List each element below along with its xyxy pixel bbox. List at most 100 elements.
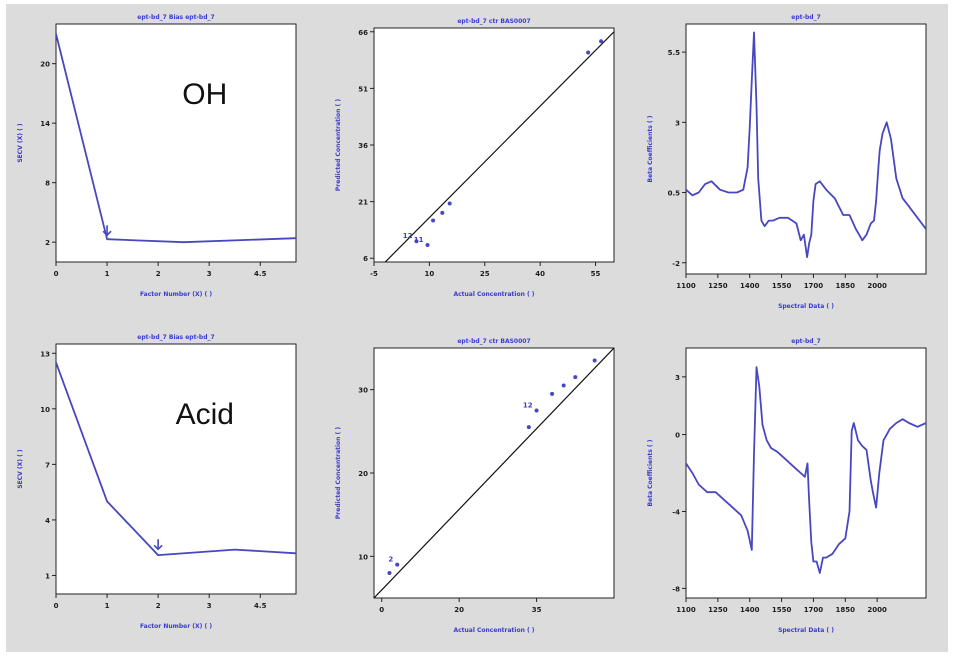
- series-line: [56, 33, 296, 244]
- data-point: [586, 50, 591, 55]
- chart-acid-rmsecv: ept-bd_7 Bias ept-bd_7 Factor Number (X) …: [17, 334, 297, 630]
- series-line: [686, 31, 926, 258]
- x-tick-label: 1400: [740, 282, 760, 290]
- y-tick-label: 13: [40, 350, 50, 358]
- x-axis-label: Factor Number (X) ( ): [140, 291, 212, 298]
- y-tick-label: 7: [45, 461, 50, 469]
- data-point: [526, 425, 531, 430]
- regression-line: [384, 31, 614, 262]
- chart-title: ept-bd_7 ctr BAS0007: [457, 338, 530, 345]
- point-label: 12: [523, 402, 533, 410]
- point-label: 11: [414, 236, 424, 244]
- y-tick-label: 8: [45, 180, 50, 188]
- x-tick-label: 40: [535, 270, 545, 278]
- x-axis-label: Spectral Data ( ): [778, 303, 834, 310]
- x-tick-label: 10: [425, 270, 435, 278]
- y-axis-label: SECV (X) ( ): [17, 449, 24, 489]
- x-tick-label: 4.5: [254, 602, 267, 610]
- y-tick-label: 20: [40, 61, 50, 69]
- x-tick-label: 20: [454, 606, 464, 614]
- y-tick-label: 2: [45, 239, 50, 247]
- chart-oh-rmsecv: ept-bd_7 Bias ept-bd_7 Factor Number (X) …: [17, 14, 297, 298]
- y-axis-label: Predicted Concentration ( ): [335, 427, 342, 519]
- plot-area: [685, 23, 927, 275]
- y-tick-label: -4: [672, 508, 680, 516]
- y-tick-label: 0: [675, 432, 680, 440]
- data-point: [387, 571, 392, 575]
- data-point: [431, 218, 436, 223]
- data-layer: 2 12: [374, 348, 614, 598]
- x-axis-label: Actual Concentration ( ): [453, 291, 534, 298]
- x-axis-label: Actual Concentration ( ): [453, 627, 534, 634]
- data-layer: [56, 33, 296, 244]
- x-tick-label: 1100: [676, 282, 696, 290]
- selected-factor-arrow: [153, 539, 163, 551]
- x-tick-label: 35: [532, 606, 542, 614]
- x-tick-label: 4.5: [254, 270, 267, 278]
- x-tick-label: 1: [105, 270, 110, 278]
- plot-area: [55, 343, 297, 595]
- x-tick-label: 1850: [836, 282, 856, 290]
- x-tick-label: 1700: [804, 606, 824, 614]
- chart-title: ept-bd_7: [791, 338, 821, 345]
- y-axis-label: Predicted Concentration ( ): [335, 99, 342, 191]
- y-axis-label: Beta Coefficients ( ): [647, 115, 654, 182]
- x-tick-label: 3: [207, 270, 212, 278]
- x-tick-label: 1250: [708, 282, 728, 290]
- y-tick-label: 66: [358, 29, 368, 37]
- figure-panel: ept-bd_7 Bias ept-bd_7 Factor Number (X) …: [6, 4, 948, 652]
- plot-area: [55, 23, 297, 263]
- regression-line: [374, 348, 614, 598]
- x-tick-label: 1550: [772, 606, 792, 614]
- y-tick-label: 20: [358, 470, 368, 478]
- y-axis-label: Beta Coefficients ( ): [647, 439, 654, 506]
- series-line: [56, 362, 296, 556]
- chart-acid-pred: ept-bd_7 ctr BAS0007 Actual Concentration…: [335, 338, 615, 634]
- y-tick-label: 4: [45, 517, 50, 525]
- point-label: 12: [403, 232, 413, 240]
- y-tick-label: 10: [358, 553, 368, 561]
- x-tick-label: 1400: [740, 606, 760, 614]
- data-point: [550, 391, 555, 396]
- data-point: [414, 239, 419, 244]
- series-line: [686, 366, 926, 574]
- panel-annotation: Acid: [176, 398, 234, 431]
- x-tick-label: 0: [379, 606, 384, 614]
- data-point: [561, 383, 566, 388]
- point-label: 2: [388, 556, 393, 564]
- chart-acid-reg: ept-bd_7 Spectral Data ( ) Beta Coefficien…: [647, 338, 927, 634]
- x-tick-label: 2: [156, 602, 161, 610]
- y-tick-label: 36: [358, 142, 368, 150]
- chart-title: ept-bd_7 ctr BAS0007: [457, 18, 530, 25]
- data-point: [447, 201, 452, 206]
- chart-oh-pred: ept-bd_7 ctr BAS0007 Actual Concentration…: [335, 18, 615, 298]
- x-tick-label: 0: [54, 270, 59, 278]
- chart-title: ept-bd_7 Bias ept-bd_7: [137, 14, 214, 21]
- data-point: [395, 562, 400, 567]
- data-layer: [686, 31, 926, 258]
- chart-oh-reg: ept-bd_7 Spectral Data ( ) Beta Coefficien…: [647, 14, 927, 310]
- x-tick-label: 1100: [676, 606, 696, 614]
- y-tick-label: -2: [672, 260, 680, 268]
- x-tick-label: 2000: [867, 282, 887, 290]
- x-tick-label: 0: [54, 602, 59, 610]
- x-tick-label: 55: [591, 270, 601, 278]
- selected-factor-arrow: [102, 225, 112, 237]
- data-point: [534, 408, 539, 413]
- x-axis-label: Spectral Data ( ): [778, 627, 834, 634]
- y-tick-label: 0.5: [668, 190, 681, 198]
- data-layer: 12 11: [384, 31, 614, 262]
- y-tick-label: 30: [358, 387, 368, 395]
- x-tick-label: 2: [156, 270, 161, 278]
- data-point: [440, 210, 445, 215]
- data-layer: [686, 366, 926, 574]
- x-tick-label: 3: [207, 602, 212, 610]
- y-tick-label: 51: [358, 85, 368, 93]
- data-point: [599, 39, 604, 44]
- data-point: [425, 243, 430, 248]
- chart-title: ept-bd_7: [791, 14, 821, 21]
- y-tick-label: 5.5: [668, 49, 681, 57]
- y-tick-label: 14: [40, 120, 50, 128]
- x-tick-label: 1250: [708, 606, 728, 614]
- y-axis-label: SECV (X) ( ): [17, 123, 24, 163]
